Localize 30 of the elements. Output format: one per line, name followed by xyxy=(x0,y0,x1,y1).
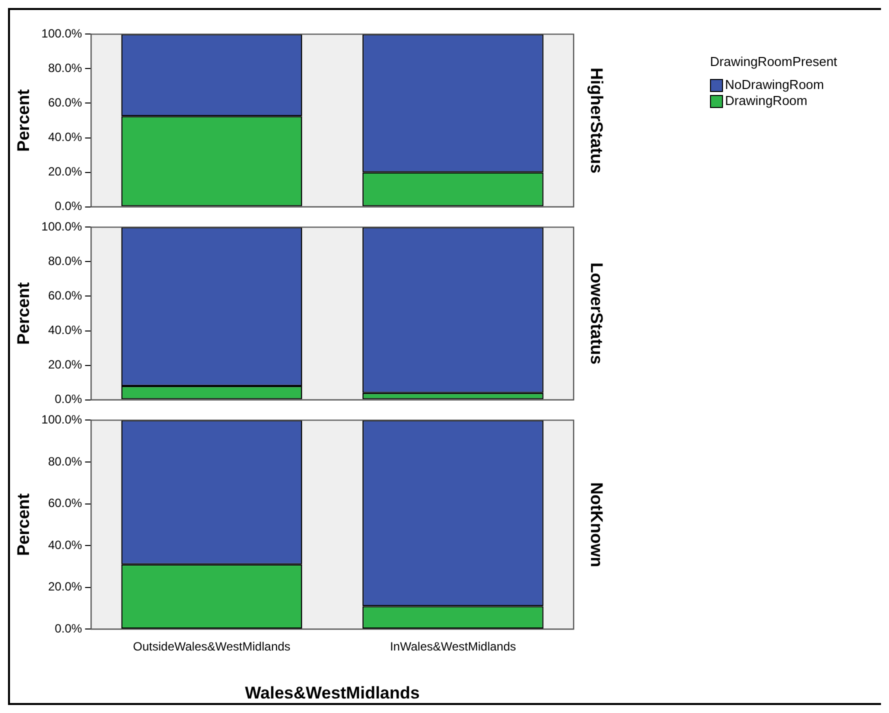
y-tick-label: 80.0% xyxy=(48,254,82,268)
y-tick-label: 60.0% xyxy=(48,496,82,510)
legend-title: DrawingRoomPresent xyxy=(710,54,838,69)
x-tick-label: OutsideWales&WestMidlands xyxy=(133,640,290,654)
y-tick-label: 0.0% xyxy=(54,622,82,636)
y-tick-label: 80.0% xyxy=(48,61,82,76)
y-axis-title: Percent xyxy=(14,88,33,152)
y-tick-label: 100.0% xyxy=(41,220,82,234)
y-tick-label: 20.0% xyxy=(48,358,82,372)
y-tick-label: 0.0% xyxy=(54,199,82,214)
y-axis-title: Percent xyxy=(14,282,33,345)
y-tick-label: 40.0% xyxy=(48,130,82,144)
legend-label: DrawingRoom xyxy=(725,93,808,109)
y2-axis-title: LowerStatus xyxy=(587,262,606,365)
x-tick-label: InWales&WestMidlands xyxy=(390,640,516,654)
y-axis-title: Percent xyxy=(14,493,33,556)
y-tick-label: 20.0% xyxy=(48,580,82,594)
y-tick-label: 40.0% xyxy=(48,538,82,552)
y-tick-label: 60.0% xyxy=(48,288,82,303)
y-tick-label: 20.0% xyxy=(48,164,82,179)
y-tick-label: 0.0% xyxy=(54,392,82,406)
y-tick-label: 40.0% xyxy=(48,323,82,338)
y-tick-label: 100.0% xyxy=(41,26,82,41)
x-axis-title: Wales&WestMidlands xyxy=(244,683,420,702)
y-tick-label: 100.0% xyxy=(41,412,82,427)
y-tick-label: 80.0% xyxy=(48,454,82,468)
y2-axis-title: NotKnown xyxy=(587,482,606,568)
text: NoDrawingRoom xyxy=(725,77,824,93)
y-tick-label: 60.0% xyxy=(48,96,82,110)
y2-axis-title: HigherStatus xyxy=(587,68,606,174)
